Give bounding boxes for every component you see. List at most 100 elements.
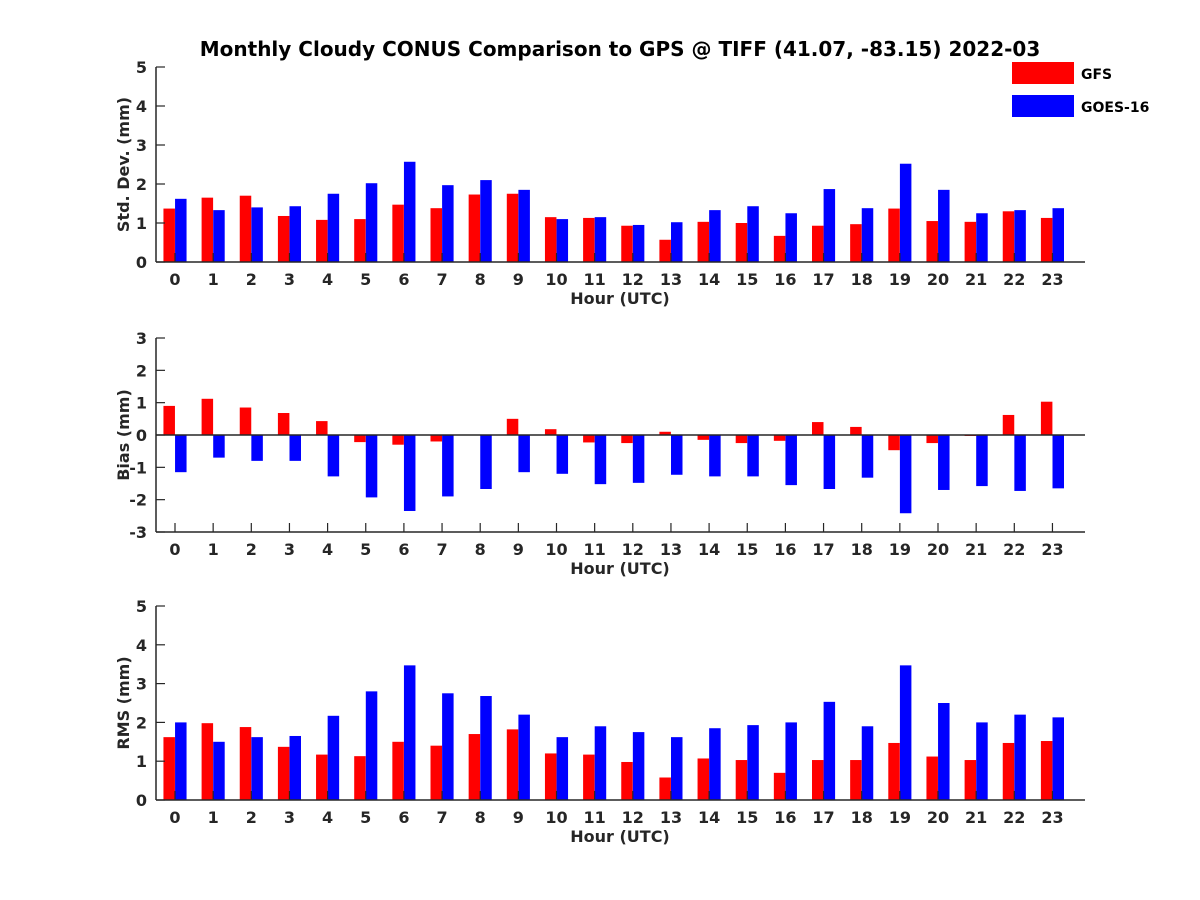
bar-gfs-18 <box>850 224 862 262</box>
bar-gfs-21 <box>964 760 977 800</box>
bar-goes16-0 <box>175 198 187 262</box>
bar-goes16-16 <box>785 435 797 486</box>
bar-goes16-19 <box>899 665 912 800</box>
x-tick-label: 2 <box>246 540 257 559</box>
x-tick-label: 5 <box>360 270 371 289</box>
bar-gfs-9 <box>506 418 519 435</box>
x-tick-label: 13 <box>660 270 682 289</box>
bar-gfs-22 <box>1002 414 1015 435</box>
bar-goes16-21 <box>976 722 988 800</box>
legend-label-goes16: GOES-16 <box>1081 100 1149 116</box>
y-tick-label: -2 <box>129 491 147 510</box>
bar-gfs-15 <box>735 435 748 444</box>
legend: GFS GOES-16 <box>1012 62 1149 117</box>
bar-goes16-17 <box>823 701 836 800</box>
bar-gfs-16 <box>773 772 786 800</box>
x-tick-label: 5 <box>360 808 371 827</box>
x-tick-label: 7 <box>436 270 447 289</box>
bar-gfs-14 <box>697 221 710 262</box>
bar-goes16-7 <box>442 693 454 800</box>
bar-gfs-23 <box>1040 741 1053 800</box>
y-tick-label: 3 <box>136 329 147 348</box>
bar-goes16-14 <box>709 435 721 477</box>
bar-goes16-14 <box>709 210 721 262</box>
x-tick-label: 8 <box>475 808 486 827</box>
bar-goes16-15 <box>747 725 759 800</box>
x-tick-label: 2 <box>246 808 257 827</box>
bar-goes16-14 <box>709 728 721 800</box>
bar-gfs-0 <box>163 405 175 435</box>
bar-gfs-6 <box>392 204 404 262</box>
x-tick-label: 22 <box>1003 808 1025 827</box>
x-tick-label: 20 <box>927 540 949 559</box>
x-tick-label: 8 <box>475 270 486 289</box>
y-tick-label: 2 <box>136 713 147 732</box>
bar-goes16-18 <box>861 435 874 478</box>
x-axis-label: Hour (UTC) <box>570 827 670 846</box>
x-tick-label: 8 <box>475 540 486 559</box>
bar-gfs-11 <box>583 217 595 262</box>
bar-gfs-4 <box>316 219 328 262</box>
bar-gfs-13 <box>659 777 671 800</box>
x-tick-label: 0 <box>169 270 180 289</box>
bar-goes16-9 <box>518 435 530 473</box>
bar-gfs-2 <box>239 407 252 435</box>
y-tick-label: 2 <box>136 175 147 194</box>
bar-gfs-6 <box>392 435 404 445</box>
bar-gfs-7 <box>430 745 442 800</box>
bar-goes16-16 <box>785 213 797 262</box>
x-tick-label: 11 <box>584 270 606 289</box>
bar-gfs-1 <box>201 197 214 262</box>
bar-gfs-5 <box>354 219 366 262</box>
y-tick-label: 5 <box>136 597 147 616</box>
x-tick-label: 18 <box>851 540 873 559</box>
y-tick-label: 4 <box>136 97 147 116</box>
y-tick-label: 2 <box>136 361 147 380</box>
x-tick-label: 17 <box>812 270 834 289</box>
bar-goes16-5 <box>365 435 378 498</box>
bar-gfs-19 <box>888 742 900 800</box>
bar-goes16-13 <box>671 737 683 800</box>
bar-gfs-3 <box>277 215 290 262</box>
x-tick-label: 2 <box>246 270 257 289</box>
x-tick-label: 22 <box>1003 270 1025 289</box>
x-tick-label: 12 <box>622 808 644 827</box>
bar-gfs-2 <box>239 195 252 262</box>
bar-gfs-12 <box>621 435 633 444</box>
bar-gfs-18 <box>850 760 862 800</box>
bar-goes16-8 <box>480 180 492 262</box>
x-tick-label: 1 <box>208 540 219 559</box>
x-tick-label: 10 <box>545 270 567 289</box>
bar-goes16-20 <box>938 703 950 800</box>
y-tick-label: 0 <box>136 253 147 272</box>
bar-gfs-18 <box>850 426 862 435</box>
bar-gfs-10 <box>544 429 557 435</box>
bar-goes16-11 <box>594 435 607 485</box>
bar-gfs-21 <box>964 221 977 262</box>
x-tick-label: 15 <box>736 270 758 289</box>
bar-gfs-0 <box>163 208 175 262</box>
bar-gfs-9 <box>506 729 519 800</box>
y-tick-label: 1 <box>136 214 147 233</box>
bar-goes16-5 <box>365 691 378 800</box>
bar-gfs-16 <box>773 235 786 262</box>
x-tick-label: 6 <box>398 540 409 559</box>
x-tick-label: 7 <box>436 808 447 827</box>
bar-goes16-1 <box>213 435 225 458</box>
bar-gfs-8 <box>468 734 481 800</box>
bar-gfs-14 <box>697 435 710 440</box>
bar-goes16-2 <box>251 737 263 800</box>
x-tick-label: 23 <box>1041 540 1063 559</box>
y-tick-label: 5 <box>136 58 147 77</box>
x-tick-label: 20 <box>927 270 949 289</box>
bar-gfs-5 <box>354 756 366 800</box>
bar-gfs-20 <box>926 435 938 444</box>
x-tick-label: 17 <box>812 808 834 827</box>
y-axis-label: Std. Dev. (mm) <box>114 97 133 232</box>
x-tick-label: 15 <box>736 808 758 827</box>
x-tick-label: 6 <box>398 270 409 289</box>
y-tick-label: 1 <box>136 394 147 413</box>
x-tick-label: 7 <box>436 540 447 559</box>
bar-goes16-15 <box>747 206 759 262</box>
